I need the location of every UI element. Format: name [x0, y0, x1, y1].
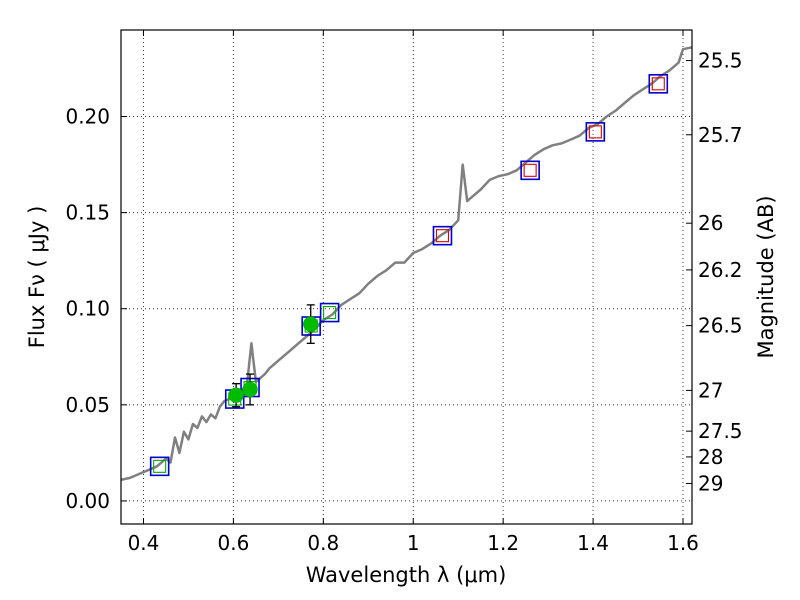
photometry-square	[523, 163, 537, 177]
observed-point	[228, 387, 244, 403]
x-tick-label: 1.4	[577, 531, 609, 555]
grid-layer	[121, 30, 692, 524]
mag-tick-label: 29	[698, 471, 723, 495]
observed-point	[242, 381, 258, 398]
x-axis-label: Wavelength λ (μm)	[306, 563, 507, 587]
observed-point	[302, 316, 319, 332]
mag-tick-label: 27.5	[698, 419, 743, 443]
mag-tick-label: 28	[698, 445, 723, 469]
mag-tick-label: 26.5	[698, 314, 743, 338]
photometry-square	[520, 160, 540, 181]
mag-tick-label: 27	[698, 378, 723, 402]
photometry-square	[588, 125, 602, 139]
photometry-square	[651, 77, 665, 91]
y-right-axis-label: Magnitude (AB)	[754, 195, 778, 358]
y-tick-label: 0.00	[65, 489, 110, 513]
y-tick-label: 0.05	[65, 393, 110, 417]
x-tick-label: 0.4	[128, 531, 160, 555]
photometry-square	[435, 229, 450, 243]
x-tick-label: 1.6	[667, 531, 699, 555]
series-layer	[120, 46, 693, 482]
photometry-square	[323, 306, 337, 320]
mag-tick-label: 26.2	[698, 258, 743, 282]
mag-tick-label: 26	[698, 211, 723, 235]
axis-layer: 0.4 0.6 0.8 1 1.2 1.4 1.6 0.00 0.05 0.10 0.15 0.20 2…	[65, 30, 743, 555]
y-tick-label: 0.10	[65, 297, 110, 321]
x-tick-label: 0.6	[217, 531, 249, 555]
photometry-square	[319, 302, 340, 323]
x-tick-label: 1	[407, 531, 420, 555]
mag-tick-label: 25.5	[698, 49, 743, 73]
y-tick-label: 0.20	[65, 104, 110, 128]
photometry-square	[149, 456, 170, 477]
plot-frame	[120, 29, 693, 525]
y-axis-label: Flux Fν ( μJy )	[25, 206, 49, 349]
photometry-square	[585, 122, 606, 142]
mag-tick-label: 25.7	[698, 123, 743, 147]
y-tick-label: 0.15	[65, 201, 110, 225]
photometry-square	[432, 225, 453, 246]
sed-model-line	[120, 46, 693, 482]
photometry-square	[153, 459, 167, 473]
x-tick-label: 0.8	[307, 531, 339, 555]
photometry-square	[648, 74, 669, 94]
x-tick-label: 1.2	[487, 531, 519, 555]
